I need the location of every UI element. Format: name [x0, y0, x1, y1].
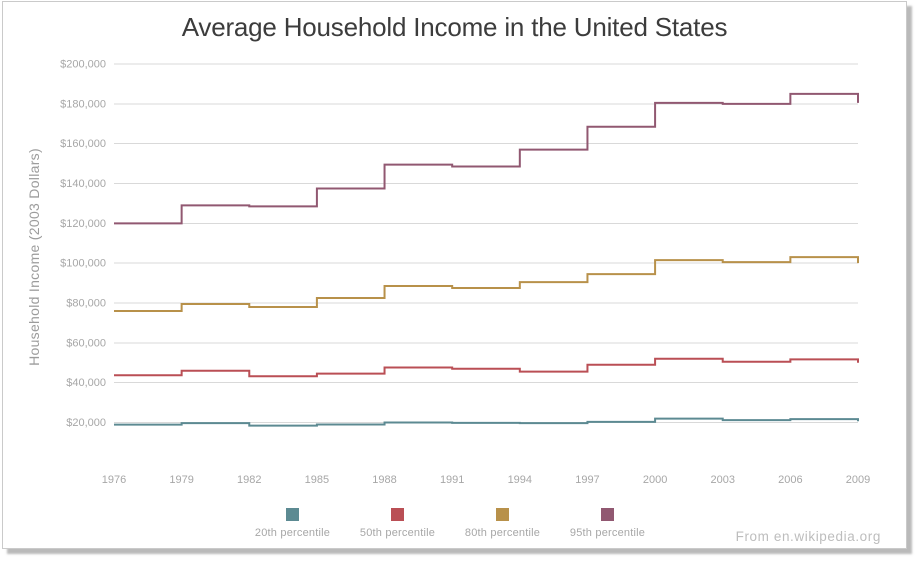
x-tick-label: 1985: [305, 474, 329, 486]
chart-plot: $200,000 $180,000 $160,000 $140,000 $120,000…: [26, 59, 870, 487]
y-tick-label: $100,000: [60, 258, 106, 270]
y-tick-label: $200,000: [60, 59, 106, 71]
legend-entry-95th-percentile[interactable]: 95th percentile: [555, 508, 660, 539]
legend: 20th percentile 50th percentile 80th perce…: [240, 508, 660, 539]
x-tick-label: 1997: [575, 474, 599, 486]
legend-entry-50th-percentile[interactable]: 50th percentile: [345, 508, 450, 539]
x-tick-label: 2006: [778, 474, 802, 486]
y-tick-label: $80,000: [66, 297, 106, 309]
y-axis-title: Household Income (2003 Dollars): [26, 148, 42, 366]
legend-swatch: [286, 508, 299, 521]
x-tick-label: 2000: [643, 474, 667, 486]
x-tick-label: 1991: [440, 474, 464, 486]
x-tick-label: 1994: [508, 474, 532, 486]
y-tick-label: $180,000: [60, 98, 106, 110]
legend-swatch: [496, 508, 509, 521]
x-tick-label: 1988: [372, 474, 396, 486]
legend-swatch: [391, 508, 404, 521]
attribution-text: From en.wikipedia.org: [735, 529, 881, 544]
series-line-95th-percentile: [114, 92, 859, 225]
x-tick-label: 2009: [846, 474, 870, 486]
y-tick-label: $160,000: [60, 138, 106, 150]
x-tick-label: 1982: [237, 474, 261, 486]
chart-window: Average Household Income in the United S…: [2, 1, 907, 549]
y-tick-label: $120,000: [60, 218, 106, 230]
y-tick-label: $140,000: [60, 178, 106, 190]
legend-label: 80th percentile: [464, 527, 541, 539]
x-tick-label: 2003: [710, 474, 734, 486]
series-line-20th-percentile: [114, 417, 859, 427]
series-line-50th-percentile: [114, 357, 859, 378]
y-tick-label: $60,000: [66, 337, 106, 349]
legend-entry-80th-percentile[interactable]: 80th percentile: [450, 508, 555, 539]
x-tick-label: 1979: [169, 474, 193, 486]
y-tick-label: $40,000: [66, 377, 106, 389]
legend-swatch: [601, 508, 614, 521]
chart-title: Average Household Income in the United S…: [181, 12, 728, 42]
legend-label: 20th percentile: [254, 527, 331, 539]
series-line-80th-percentile: [114, 256, 859, 312]
x-tick-label: 1976: [102, 474, 126, 486]
legend-label: 50th percentile: [359, 527, 436, 539]
legend-label: 95th percentile: [569, 527, 646, 539]
y-tick-label: $20,000: [66, 417, 106, 429]
legend-entry-20th-percentile[interactable]: 20th percentile: [240, 508, 345, 539]
